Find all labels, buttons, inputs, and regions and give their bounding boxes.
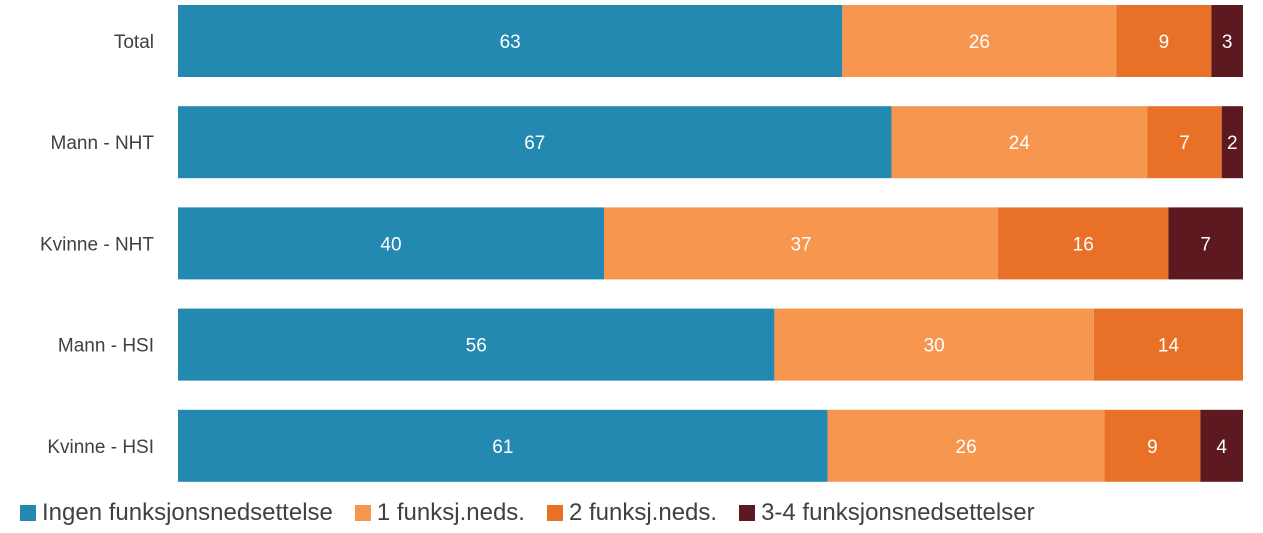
data-label: 7 (1200, 234, 1211, 255)
bar-segment (842, 5, 1117, 77)
category-label: Total (114, 32, 154, 53)
legend-swatch (546, 505, 563, 521)
data-label: 9 (1159, 32, 1170, 53)
data-label: 0 (1247, 336, 1258, 357)
data-label: 61 (492, 437, 513, 458)
legend-label: 3-4 funksjonsnedsettelser (761, 499, 1035, 526)
legend-label: Ingen funksjonsnedsettelse (42, 499, 333, 526)
legend-item: 1 funksj.neds. (354, 499, 525, 527)
legend-item: Ingen funksjonsnedsettelse (20, 499, 333, 527)
data-label: 14 (1158, 336, 1180, 357)
data-label: 7 (1179, 133, 1190, 154)
bar-segment (1221, 106, 1243, 179)
category-label: Mann - HSI (58, 336, 154, 357)
bar-segment (1104, 409, 1201, 482)
data-label: 26 (956, 437, 977, 458)
data-label: 37 (790, 234, 811, 255)
stacked-bar-chart: Total 63 26 9 3 Mann - NHT 67 24 7 2 Kvinne - NHT 4… (39, 5, 1258, 482)
category-label: Mann - NHT (51, 133, 155, 154)
data-label: 40 (380, 234, 401, 255)
data-label: 30 (924, 336, 945, 357)
data-label: 24 (1009, 133, 1031, 154)
data-label: 67 (524, 133, 545, 154)
bar-segment (178, 106, 892, 179)
data-label: 3 (1222, 32, 1233, 53)
legend-item: 2 funksj.neds. (546, 499, 718, 527)
legend-label: 1 funksj.neds. (376, 499, 525, 526)
data-label: 16 (1073, 234, 1094, 255)
data-label: 2 (1227, 133, 1238, 154)
data-label: 26 (969, 32, 990, 53)
bar-segment (998, 207, 1169, 280)
bar-segment (604, 207, 999, 280)
bar-segment (1147, 106, 1222, 179)
legend-swatch (739, 505, 756, 521)
data-label: 56 (466, 336, 487, 357)
bar-segment (891, 106, 1148, 179)
bar-segment (178, 5, 843, 77)
category-label: Kvinne - HSI (47, 437, 154, 458)
legend: Ingen funksjonsnedsettelse 1 funksj.neds.… (20, 498, 1035, 528)
bar-segment (178, 308, 775, 381)
bar-segment (1093, 308, 1243, 381)
bar-segment (178, 207, 604, 280)
legend-label: 2 funksj.neds. (568, 499, 718, 526)
bar-segment (1116, 5, 1212, 77)
bar-segment (827, 409, 1105, 482)
category-label: Kvinne - NHT (40, 234, 154, 255)
bar-segment (1200, 409, 1243, 482)
legend-swatch (20, 505, 36, 521)
bar-segment (1168, 207, 1243, 280)
data-label: 63 (500, 32, 521, 53)
data-label: 9 (1147, 437, 1158, 458)
legend-item: 3-4 funksjonsnedsettelser (739, 499, 1035, 527)
bar-segment (1211, 5, 1243, 77)
legend-swatch (354, 505, 371, 521)
data-label: 4 (1216, 437, 1227, 458)
bar-segment (178, 409, 828, 482)
bar-segment (774, 308, 1094, 381)
